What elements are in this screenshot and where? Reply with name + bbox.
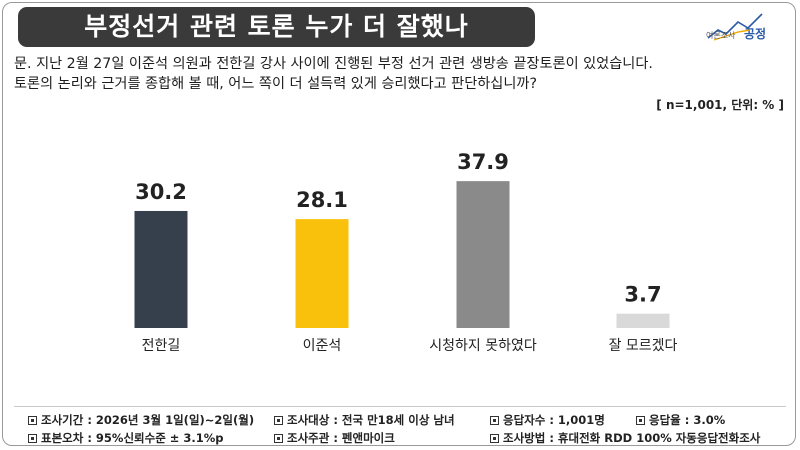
logo-name: 공정	[744, 27, 767, 41]
bar-value-label: 28.1	[296, 188, 348, 212]
category-label: 전한길	[142, 338, 181, 354]
bar-2	[295, 219, 349, 328]
footer-host: 조사주관 : 펜앤마이크	[274, 430, 395, 446]
square-bullet-icon	[274, 416, 283, 425]
footer-divider	[14, 406, 786, 407]
footer-target: 조사대상 : 전국 만18세 이상 남녀	[274, 412, 455, 428]
bar-4	[616, 313, 670, 328]
category-label: 시청하지 못하였다	[429, 338, 537, 354]
square-bullet-icon	[490, 416, 499, 425]
square-bullet-icon	[28, 416, 37, 425]
survey-question: 문. 지난 2월 27일 이준석 의원과 전한길 강사 사이에 진행된 부정 선…	[14, 54, 794, 94]
footer-error: 표본오차 : 95%신뢰수준 ± 3.1%p	[28, 430, 224, 446]
category-label: 잘 모르겠다	[609, 338, 678, 354]
square-bullet-icon	[490, 434, 499, 443]
bar-value-label: 37.9	[457, 150, 509, 174]
slide-frame	[2, 2, 796, 446]
bar-3	[456, 181, 510, 328]
bar-1	[134, 210, 188, 328]
question-line-1: 문. 지난 2월 27일 이준석 의원과 전한길 강사 사이에 진행된 부정 선…	[14, 56, 653, 72]
square-bullet-icon	[274, 434, 283, 443]
footer-respondents: 응답자수 : 1,001명	[490, 412, 605, 428]
logo-label: 여론조사	[706, 31, 736, 40]
footer-response-rate: 응답율 : 3.0%	[636, 412, 725, 428]
trend-line-icon	[707, 13, 763, 41]
footer-period: 조사기간 : 2026년 3월 1일(일)~2일(월)	[28, 412, 254, 428]
sample-unit-note: [ n=1,001, 단위: % ]	[656, 98, 784, 112]
square-bullet-icon	[636, 416, 645, 425]
footer-method: 조사방법 : 휴대전화 RDD 100% 자동응답전화조사	[490, 430, 760, 446]
square-bullet-icon	[28, 434, 37, 443]
bar-value-label: 3.7	[624, 283, 661, 307]
bar-value-label: 30.2	[135, 180, 187, 204]
page-title: 부정선거 관련 토론 누가 더 잘했나	[18, 7, 535, 47]
question-line-2: 토론의 논리와 근거를 종합해 볼 때, 어느 쪽이 더 설득력 있게 승리했다…	[14, 76, 537, 92]
category-label: 이준석	[303, 338, 342, 354]
